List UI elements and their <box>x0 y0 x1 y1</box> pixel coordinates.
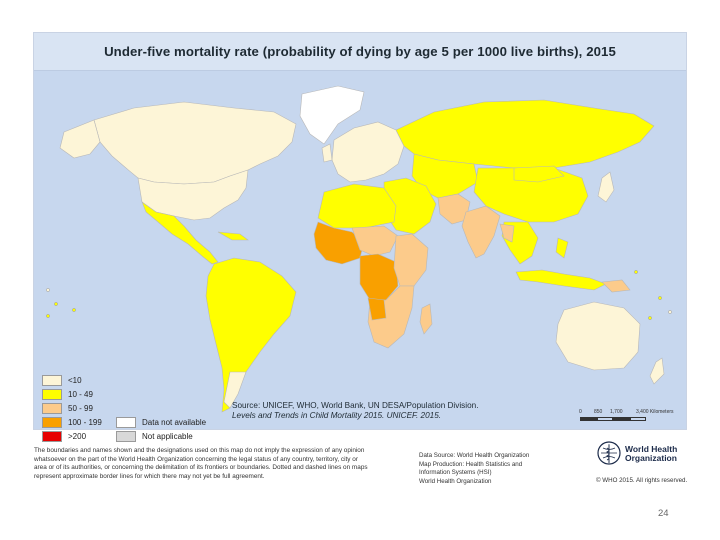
legend-swatch <box>42 431 62 442</box>
legend-item-lt10: <10 <box>42 375 82 386</box>
legend-label: 100 - 199 <box>68 418 102 427</box>
scale-bar-graphic <box>580 417 646 421</box>
legend-swatch <box>116 431 136 442</box>
legend-item-10-49: 10 - 49 <box>42 389 93 400</box>
source-line-1: Source: UNICEF, WHO, World Bank, UN DESA… <box>232 401 479 410</box>
scale-label: 0 <box>579 409 582 415</box>
legend-label: Not applicable <box>142 432 193 441</box>
island-marker <box>72 308 76 312</box>
island-marker <box>46 314 50 318</box>
who-name: World Health Organization <box>625 445 677 463</box>
south-america-south <box>223 371 247 409</box>
greenland <box>299 85 365 145</box>
mongolia <box>513 165 565 183</box>
copyright: © WHO 2015. All rights reserved. <box>596 477 688 484</box>
madagascar <box>419 303 433 335</box>
island-marker <box>668 310 672 314</box>
australia <box>555 301 641 371</box>
title-band: Under-five mortality rate (probability o… <box>34 33 686 71</box>
legend-label: Data not available <box>142 418 207 427</box>
scale-label: 850 <box>594 409 603 415</box>
disclaimer: The boundaries and names shown and the d… <box>34 447 368 480</box>
central-america <box>141 201 219 265</box>
legend-item-100-199: 100 - 199 <box>42 417 102 428</box>
who-name-line-1: World Health <box>625 444 678 454</box>
sahel <box>351 225 399 257</box>
source-note: Source: UNICEF, WHO, World Bank, UN DESA… <box>232 401 478 421</box>
data-source-line-3: Information Systems (HSI) <box>419 469 492 477</box>
who-logo: World Health Organization <box>596 440 677 468</box>
legend-label: >200 <box>68 432 87 441</box>
legend-swatch <box>42 375 62 386</box>
island-marker <box>648 316 652 320</box>
map-area: <10 10 - 49 50 - 99 100 - 199 >200 Data … <box>34 72 686 442</box>
legend-label: 10 - 49 <box>68 390 93 399</box>
russia <box>395 99 655 169</box>
scale-bar: 0 850 1,700 3,400 Kilometers <box>579 409 690 425</box>
legend-swatch <box>42 417 62 428</box>
legend-label: 50 - 99 <box>68 404 93 413</box>
europe <box>331 121 405 183</box>
canada <box>93 101 297 185</box>
island-marker <box>46 288 50 292</box>
data-source-line-4: World Health Organization <box>419 477 492 485</box>
data-source-line-1: Data Source: World Health Organization <box>419 452 530 459</box>
world-map <box>46 85 672 413</box>
new-zealand <box>649 357 665 385</box>
island-marker <box>658 296 662 300</box>
source-line-2: Levels and Trends in Child Mortality 201… <box>232 411 442 420</box>
scale-label: 3,400 Kilometers <box>636 409 674 415</box>
legend-swatch <box>116 417 136 428</box>
central-africa <box>359 253 399 301</box>
legend-label: <10 <box>68 376 82 385</box>
scale-label: 1,700 <box>610 409 623 415</box>
west-africa <box>313 221 365 265</box>
philippines <box>555 237 569 259</box>
data-source: Data Source: World Health Organization M… <box>419 452 554 486</box>
angola <box>367 297 387 321</box>
legend-item-no-data: Data not available <box>116 417 206 428</box>
myanmar-laos <box>499 223 515 243</box>
uk <box>321 143 333 163</box>
island-marker <box>54 302 58 306</box>
legend-item-gt200: >200 <box>42 431 86 442</box>
south-america <box>205 257 297 413</box>
who-emblem-icon <box>597 441 621 465</box>
legend-swatch <box>42 389 62 400</box>
page-number: 24 <box>658 508 669 519</box>
legend-swatch <box>42 403 62 414</box>
map-title: Under-five mortality rate (probability o… <box>104 44 616 59</box>
legend-item-50-99: 50 - 99 <box>42 403 93 414</box>
who-name-line-2: Organization <box>625 453 677 463</box>
india <box>461 205 501 259</box>
island-marker <box>634 270 638 274</box>
north-africa <box>317 183 397 229</box>
indonesia <box>515 269 607 291</box>
japan <box>597 171 615 203</box>
east-africa <box>393 233 429 287</box>
papua-new-guinea <box>601 279 631 293</box>
data-source-line-2: Map Production: Health Statistics and <box>419 460 523 468</box>
caribbean <box>217 231 249 241</box>
map-frame: Under-five mortality rate (probability o… <box>33 32 690 442</box>
legend-item-not-applicable: Not applicable <box>116 431 193 442</box>
alaska <box>59 119 101 159</box>
